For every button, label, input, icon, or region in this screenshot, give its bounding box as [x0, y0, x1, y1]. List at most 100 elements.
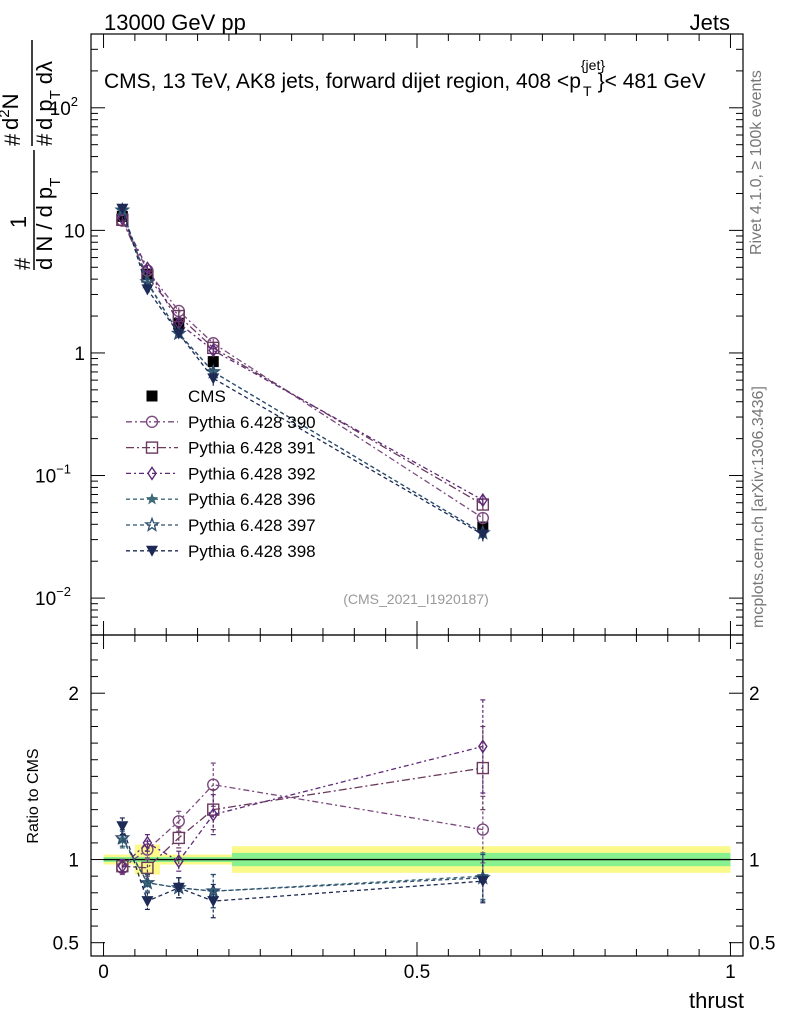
rivet-label: Rivet 4.1.0, ≥ 100k events: [748, 70, 765, 255]
legend-label: Pythia 6.428 390: [188, 413, 316, 432]
x-axis-label: thrust: [689, 988, 744, 1013]
ratio-series-pythia-6-428-392: [117, 699, 488, 874]
data-point: [141, 284, 154, 296]
legend-label: Pythia 6.428 397: [188, 516, 316, 535]
series-line: [121, 219, 484, 506]
main-y-ticks: 10−2 10−1 1 10 102: [35, 33, 743, 636]
ratio-point: [141, 896, 154, 908]
ratio-point: [141, 843, 154, 856]
main-panel: 10−2 10−1 1 10 102 (CMS_2021_I1920187): [35, 33, 744, 636]
ratio-point: [141, 861, 154, 875]
main-series: [114, 201, 491, 542]
series-pythia-6-428-392: [117, 211, 488, 508]
legend-marker: [146, 545, 158, 557]
ratio-point: [205, 882, 222, 898]
legend-entry-pythia-6-428-397: Pythia 6.428 397: [126, 516, 316, 535]
legend-entry-pythia-6-428-398: Pythia 6.428 398: [126, 542, 316, 561]
ratio-panel-border: [90, 634, 744, 957]
data-point: [207, 356, 219, 368]
ratio-point: [476, 823, 490, 836]
ratio-point: [116, 821, 129, 833]
y-tick-label: 10: [64, 221, 85, 242]
mcplots-label: mcplots.cern.ch [arXiv:1306.3436]: [750, 386, 767, 628]
series-pythia-6-428-398: [116, 203, 489, 542]
ratio-point: [142, 835, 153, 851]
series-line: [121, 218, 484, 501]
legend-label: Pythia 6.428 391: [188, 439, 316, 458]
series-cms: [116, 210, 489, 533]
data-point: [207, 373, 220, 385]
x-tick-label: 0: [98, 962, 109, 983]
ratio-point: [172, 831, 185, 845]
ratio-point: [476, 876, 489, 888]
series-line: [121, 220, 484, 519]
data-point: [208, 343, 219, 358]
legend-marker: [145, 441, 159, 454]
y-tick-label: 1: [74, 344, 85, 365]
legend-label: Pythia 6.428 392: [188, 464, 316, 483]
legend: CMS Pythia 6.428 390 Pythia 6.428 391 Pythi…: [126, 387, 316, 561]
legend-label: CMS: [188, 387, 226, 406]
ratio-frame: 0.5 0.5 1 1 2 2 0 0.5 1: [53, 634, 775, 983]
legend-marker: [145, 492, 159, 505]
ratio-point: [114, 829, 131, 845]
ratio-point: [173, 853, 184, 869]
ratio-panel: 0.5 0.5 1 1 2 2 0 0.5 1 Ratio to CMS: [25, 634, 775, 983]
ratio-y-tick-label-right: 0.5: [749, 934, 775, 955]
legend-marker: [147, 466, 157, 481]
data-point: [476, 511, 490, 525]
data-point: [116, 203, 129, 215]
y-label-d2N: d2N: [0, 94, 23, 130]
ratio-y-tick-label-right: 1: [749, 851, 760, 872]
plot-title: CMS, 13 TeV, AK8 jets, forward dijet reg…: [104, 57, 706, 99]
ratio-line: [121, 783, 483, 869]
ratio-point: [477, 739, 488, 754]
ratio-series: [114, 699, 491, 919]
series-line: [121, 208, 484, 536]
y-label-denominator: d N / d pT: [32, 178, 64, 270]
header-left: 13000 GeV pp: [104, 10, 246, 35]
x-tick-label: 0.5: [404, 962, 430, 983]
ratio-line: [121, 839, 483, 892]
y-tick-label: 10−2: [35, 584, 71, 610]
x-tick-label: 1: [725, 962, 736, 983]
ratio-y-tick-label: 2: [68, 684, 79, 705]
legend-marker: [144, 516, 160, 532]
y-label-one: 1: [6, 216, 31, 228]
ratio-line: [121, 745, 483, 867]
legend-marker: [146, 390, 158, 402]
ratio-point: [208, 807, 219, 822]
legend-marker: [145, 415, 159, 428]
ratio-y-tick-label: 0.5: [53, 934, 79, 955]
ratio-point: [139, 874, 156, 890]
y-label-hash-mid: #: [0, 133, 25, 146]
ratio-y-tick-label-right: 2: [749, 684, 760, 705]
data-point: [477, 492, 488, 508]
legend-label: Pythia 6.428 398: [188, 542, 316, 561]
legend-entry-pythia-6-428-392: Pythia 6.428 392: [126, 464, 316, 483]
main-y-axis-label: # 1 d N / d pT # d2N # d pTdλ: [0, 40, 64, 270]
data-point: [172, 328, 185, 340]
y-tick-label: 102: [50, 94, 78, 120]
ratio-point: [117, 858, 128, 874]
legend-entry-pythia-6-428-396: Pythia 6.428 396: [126, 490, 316, 509]
legend-label: Pythia 6.428 396: [188, 490, 316, 509]
y-tick-label: 10−1: [35, 462, 71, 488]
header-right: Jets: [690, 10, 730, 35]
legend-entry-cms: CMS: [146, 387, 226, 406]
series-line: [121, 210, 484, 534]
ratio-y-tick-label: 1: [68, 851, 79, 872]
ratio-line: [122, 767, 483, 869]
y-label-hash-right: #: [32, 133, 57, 146]
series-line: [121, 210, 484, 534]
y-label-dp: d pTdλ: [32, 61, 64, 130]
ratio-bands: [103, 844, 731, 875]
ratio-point: [172, 815, 185, 828]
ratio-point: [207, 896, 220, 908]
ratio-series-pythia-6-428-398: [116, 817, 489, 919]
legend-entry-pythia-6-428-390: Pythia 6.428 390: [126, 413, 316, 432]
ratio-point: [172, 882, 185, 894]
data-point: [476, 529, 489, 541]
ratio-y-axis-label: Ratio to CMS: [25, 748, 42, 843]
